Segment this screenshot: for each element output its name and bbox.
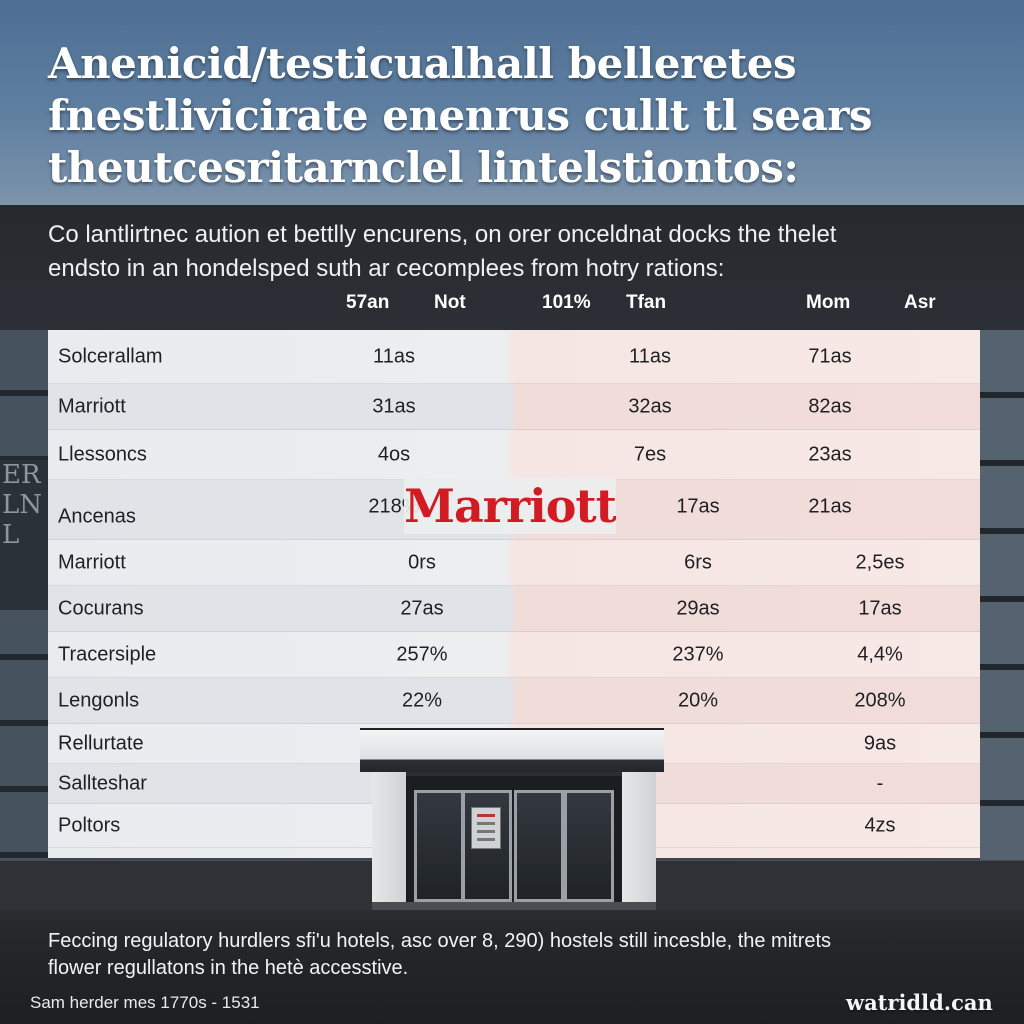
- row-value: 257%: [396, 643, 448, 665]
- row-label: Marriott: [58, 551, 126, 573]
- entrance-pillar-left: [372, 772, 406, 910]
- row-value: 6rs: [684, 551, 712, 573]
- row-value: 82as: [808, 395, 852, 417]
- row-value: 23as: [808, 443, 852, 465]
- footer-line: flower regullatons in the hetè accesstiv…: [48, 957, 409, 979]
- building-sign: ER LN L: [0, 460, 48, 610]
- row-label: Tracersiple: [58, 643, 157, 665]
- row-label: Llessoncs: [58, 443, 147, 465]
- dark-banner-band: [0, 205, 1024, 330]
- row-value: 71as: [808, 345, 852, 367]
- row-label: Poltors: [58, 814, 121, 836]
- watermark: watridld.can: [846, 990, 993, 1015]
- row-value: 20%: [677, 689, 719, 711]
- column-header: 101%: [542, 292, 591, 313]
- row-label: Lengonls: [58, 689, 140, 711]
- row-label: Sallteshar: [58, 772, 147, 794]
- row-value: 0rs: [408, 551, 436, 573]
- row-label: Rellurtate: [58, 732, 144, 754]
- glass-door: [414, 790, 464, 902]
- marriott-logo: Marriott: [404, 478, 616, 534]
- entrance-doorway: [406, 772, 622, 902]
- entrance-pillar-right: [622, 772, 656, 910]
- row-value: 11as: [629, 345, 671, 367]
- row-value: 208%: [854, 689, 906, 711]
- glass-door: [462, 790, 512, 902]
- row-value: 2,5es: [855, 551, 905, 573]
- headline-line: theutcesritarnclel lintelstiontos:: [48, 143, 799, 192]
- source-credit: Sam herder mes 1770s - 1531: [30, 993, 260, 1012]
- row-value: 9as: [863, 732, 897, 754]
- sky-background: [0, 0, 1024, 205]
- row-label: Ancenas: [58, 505, 136, 528]
- table-row: Marriott 0rs 6rs 2,5es: [48, 540, 980, 586]
- table-row: Marriott 31as 32as 82as: [48, 384, 980, 430]
- row-value: 32as: [628, 395, 672, 417]
- table-row: Solcerallam 11as 11as 71as: [48, 330, 980, 384]
- row-value: 21as: [808, 495, 852, 518]
- row-label: Cocurans: [58, 597, 144, 619]
- row-value: 31as: [372, 395, 416, 417]
- table-row: Lengonls 22% 20% 208%: [48, 678, 980, 724]
- row-value: 4,4%: [857, 643, 903, 665]
- row-label: Marriott: [58, 395, 126, 417]
- row-value: 27as: [400, 597, 444, 619]
- headline-line: Anenicid/testicualhall belleretes: [48, 39, 797, 88]
- glass-door: [514, 790, 564, 902]
- row-value: 29as: [676, 597, 720, 619]
- row-value: 237%: [672, 643, 724, 665]
- table-row: Cocurans 27as 29as 17as: [48, 586, 980, 632]
- column-header: Tfan: [626, 292, 667, 313]
- glass-door: [564, 790, 614, 902]
- row-label: Solcerallam: [58, 345, 163, 367]
- column-header: Mom: [806, 292, 851, 313]
- footer-note: Feccing regulatory hurdlers sfi'u hotels…: [48, 928, 978, 982]
- column-header: Not: [434, 292, 466, 313]
- row-value: 22%: [401, 689, 443, 711]
- row-value: -: [876, 772, 884, 794]
- subhead-line: endsto in an hondelsped suth ar cecomple…: [48, 255, 725, 282]
- column-header: 57an: [346, 292, 390, 313]
- row-value: 4zs: [864, 814, 896, 836]
- row-value: 4os: [377, 443, 411, 465]
- building-facade-left: ER LN L: [0, 330, 48, 860]
- subhead-line: Co lantlirtnec aution et bettlly encuren…: [48, 221, 837, 248]
- row-value: 17as: [676, 495, 720, 518]
- row-value: 7es: [633, 443, 667, 465]
- table-row: Tracersiple 257% 237% 4,4%: [48, 632, 980, 678]
- headline-line: fnestlivicirate enenrus cullt tl sears: [48, 91, 873, 140]
- entrance-step: [372, 902, 656, 910]
- table-row: Llessoncs 4os 7es 23as: [48, 430, 980, 480]
- entrance-canopy: [360, 728, 664, 772]
- table-column-headers: 57an Not 101% Tfan Mom Asr: [0, 292, 1024, 316]
- door-notice: [471, 807, 501, 849]
- column-header: Asr: [904, 292, 936, 313]
- headline: Anenicid/testicualhall belleretes fnestl…: [48, 38, 978, 194]
- row-value: 17as: [858, 597, 902, 619]
- building-facade-right: [980, 330, 1024, 860]
- footer-line: Feccing regulatory hurdlers sfi'u hotels…: [48, 930, 832, 952]
- subhead: Co lantlirtnec aution et bettlly encuren…: [48, 218, 978, 286]
- row-value: 11as: [373, 345, 415, 367]
